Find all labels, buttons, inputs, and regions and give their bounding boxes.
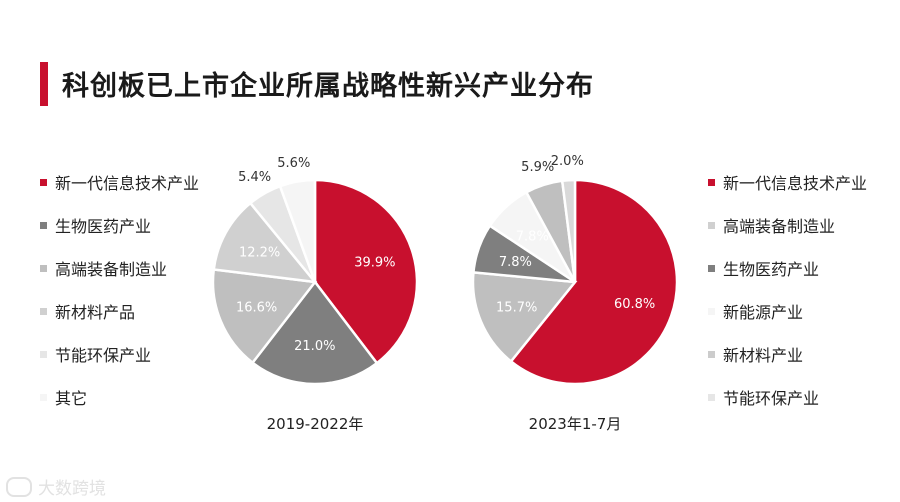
pie-1-data-label-4: 12.2% xyxy=(239,246,280,261)
pie-2-data-label-4: 7.8% xyxy=(516,229,549,244)
legend-swatch xyxy=(40,178,47,186)
title-accent-bar xyxy=(40,62,48,106)
legend-label: 新材料产业 xyxy=(723,346,804,365)
legend-swatch xyxy=(708,221,715,229)
legend-swatch xyxy=(708,393,715,401)
pie-1-data-label-5: 5.4% xyxy=(238,170,271,185)
pie-2-data-label-2: 15.7% xyxy=(496,301,537,316)
pie-2-slice-6 xyxy=(560,178,577,283)
legend-label: 新材料产品 xyxy=(55,303,136,322)
pie-1-caption: 2019-2022年 xyxy=(267,415,364,433)
legend-item: 新一代信息技术产业 xyxy=(708,170,867,194)
legend-label: 生物医药产业 xyxy=(55,217,152,236)
pie-1-data-label-2: 21.0% xyxy=(294,339,335,354)
legend-label: 生物医药产业 xyxy=(723,260,820,279)
legend-item: 高端装备制造业 xyxy=(708,213,835,237)
pie-1-slice-3 xyxy=(211,268,318,365)
legend-swatch xyxy=(40,264,47,272)
legend-swatch xyxy=(40,307,47,315)
legend-swatch xyxy=(708,178,715,186)
legend-swatch xyxy=(40,221,47,229)
pie-2-slice-1 xyxy=(509,178,679,386)
pie-1-slice-1 xyxy=(313,178,419,365)
watermark-text: 大数跨境 xyxy=(38,479,106,499)
legend-item: 新能源产业 xyxy=(708,299,803,323)
legend-item: 其它 xyxy=(40,385,87,409)
legend-label: 节能环保产业 xyxy=(55,346,152,365)
legend-label: 其它 xyxy=(55,389,88,408)
pie-2-data-label-1: 60.8% xyxy=(614,297,655,312)
legend-label: 高端装备制造业 xyxy=(723,217,836,236)
legend-item: 生物医药产业 xyxy=(708,256,819,280)
legend-item: 节能环保产业 xyxy=(40,342,151,366)
pie-1-data-label-3: 16.6% xyxy=(236,300,277,315)
watermark-logo-icon xyxy=(6,476,32,497)
pie-2-data-label-5: 5.9% xyxy=(521,160,554,175)
legend-label: 新能源产业 xyxy=(723,303,804,322)
pie-1-data-label-1: 39.9% xyxy=(354,256,395,271)
pie-2-caption: 2023年1-7月 xyxy=(529,415,622,433)
legend-label: 新一代信息技术产业 xyxy=(723,174,868,193)
pie-1-slice-2 xyxy=(250,279,379,386)
chart-title: 科创板已上市企业所属战略性新兴产业分布 xyxy=(62,71,594,102)
legend-item: 高端装备制造业 xyxy=(40,256,167,280)
pie-1-slice-4 xyxy=(212,201,318,284)
legend-item: 生物医药产业 xyxy=(40,213,151,237)
pie-2-slice-2 xyxy=(471,271,578,364)
pie-1-data-label-6: 5.6% xyxy=(277,156,310,171)
legend-item: 节能环保产业 xyxy=(708,385,819,409)
watermark: 大数跨境 xyxy=(6,474,106,499)
legend-label: 高端装备制造业 xyxy=(55,260,168,279)
legend-swatch xyxy=(708,307,715,315)
legend-swatch xyxy=(40,350,47,358)
legend-item: 新材料产业 xyxy=(708,342,803,366)
pie-2-data-label-3: 7.8% xyxy=(499,255,532,270)
legend-swatch xyxy=(708,350,715,358)
legend-label: 节能环保产业 xyxy=(723,389,820,408)
pie-1-slice-6 xyxy=(278,178,317,283)
legend-item: 新一代信息技术产业 xyxy=(40,170,199,194)
legend-swatch xyxy=(708,264,715,272)
legend-label: 新一代信息技术产业 xyxy=(55,174,200,193)
legend-swatch xyxy=(40,393,47,401)
legend-item: 新材料产品 xyxy=(40,299,135,323)
pie-2-data-label-6: 2.0% xyxy=(551,154,584,169)
